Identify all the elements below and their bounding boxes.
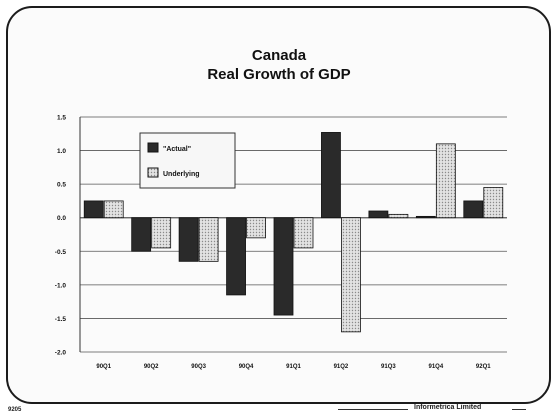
- legend-label-actual: "Actual": [163, 146, 191, 153]
- x-tick-label: 90Q2: [144, 364, 159, 370]
- bar-underlying: [246, 217, 266, 239]
- bar-underlying: [341, 217, 361, 333]
- footer-rule-right: [512, 409, 526, 410]
- bar-underlying: [198, 217, 219, 262]
- y-tick-label: 0.5: [57, 182, 66, 189]
- x-tick-labels: 90Q1 90Q2 90Q3 90Q4 91Q1 91Q2 91Q3 91Q4 92Q1: [96, 364, 491, 370]
- x-tick-label: 91Q4: [428, 364, 443, 370]
- x-tick-label: 90Q4: [239, 364, 254, 370]
- legend-box: [139, 132, 236, 189]
- bar-actual: [226, 217, 246, 296]
- bar-actual: [415, 215, 436, 219]
- bar-actual: [83, 200, 104, 219]
- bar-underlying: [293, 217, 314, 249]
- y-tick-label: -1.5: [55, 316, 67, 323]
- legend-swatch-actual: [147, 142, 159, 153]
- legend-swatch-underlying: [147, 167, 159, 178]
- y-tick-label: 1.5: [57, 115, 66, 122]
- chart-title: Canada: [252, 47, 307, 64]
- bars: [83, 132, 504, 333]
- y-tick-label: -0.5: [55, 249, 67, 256]
- bar-actual: [178, 217, 199, 262]
- x-tick-label: 91Q3: [381, 364, 396, 370]
- bar-actual: [131, 217, 152, 252]
- y-tick-label: 0.0: [57, 215, 66, 222]
- footer-code: 9205: [8, 407, 22, 413]
- bar-underlying: [103, 200, 124, 219]
- y-tick-label: -1.0: [55, 282, 67, 289]
- bar-actual: [273, 217, 294, 316]
- bar-actual: [463, 200, 484, 219]
- legend-label-underlying: Underlying: [163, 171, 200, 178]
- x-tick-label: 90Q1: [96, 364, 111, 370]
- chart-subtitle: Real Growth of GDP: [207, 66, 350, 83]
- y-tick-label: 1.0: [57, 148, 66, 155]
- bar-underlying: [483, 187, 504, 219]
- y-tick-label: -2.0: [55, 350, 67, 357]
- footer-rule-left: [338, 409, 408, 410]
- x-tick-label: 90Q3: [191, 364, 206, 370]
- bar-underlying: [151, 217, 172, 249]
- footer-company: Informetrica Limited: [414, 404, 482, 411]
- y-tick-labels: 1.5 1.0 0.5 0.0 -0.5 -1.0 -1.5 -2.0: [55, 115, 67, 357]
- legend: "Actual" Underlying: [139, 132, 236, 189]
- bar-actual: [368, 210, 389, 219]
- x-tick-label: 91Q2: [334, 364, 349, 370]
- x-tick-label: 91Q1: [286, 364, 301, 370]
- bar-underlying: [435, 143, 456, 219]
- bar-underlying: [388, 213, 409, 219]
- x-tick-label: 92Q1: [476, 364, 491, 370]
- bar-actual: [321, 132, 341, 219]
